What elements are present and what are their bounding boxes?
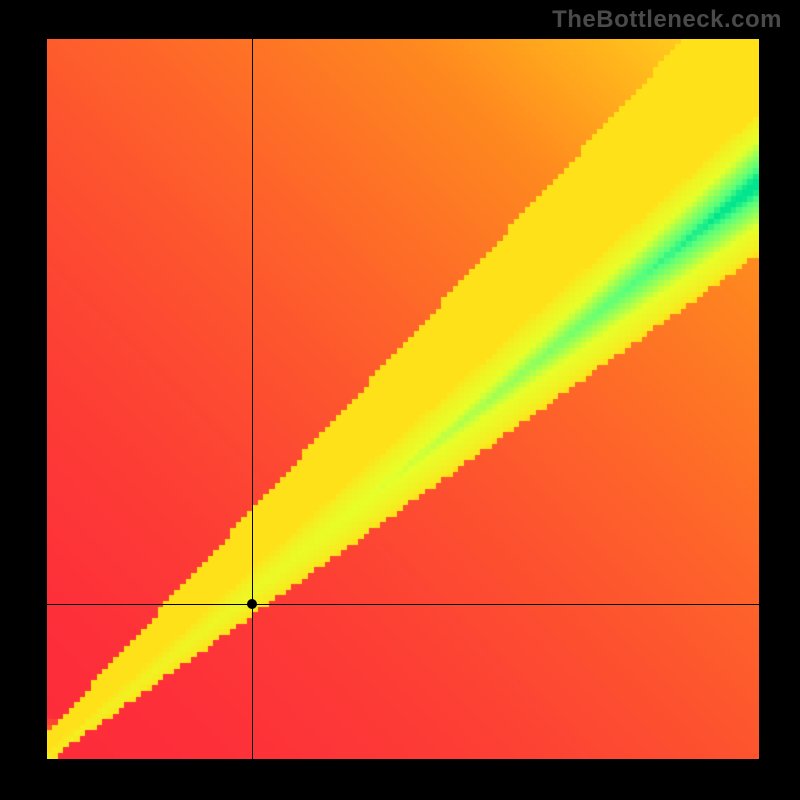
- crosshair-vertical: [252, 39, 253, 759]
- heatmap-canvas: [47, 39, 759, 759]
- watermark-text: TheBottleneck.com: [552, 6, 782, 34]
- plot-area: [46, 38, 758, 758]
- page-root: TheBottleneck.com: [0, 0, 800, 800]
- crosshair-horizontal: [47, 604, 759, 605]
